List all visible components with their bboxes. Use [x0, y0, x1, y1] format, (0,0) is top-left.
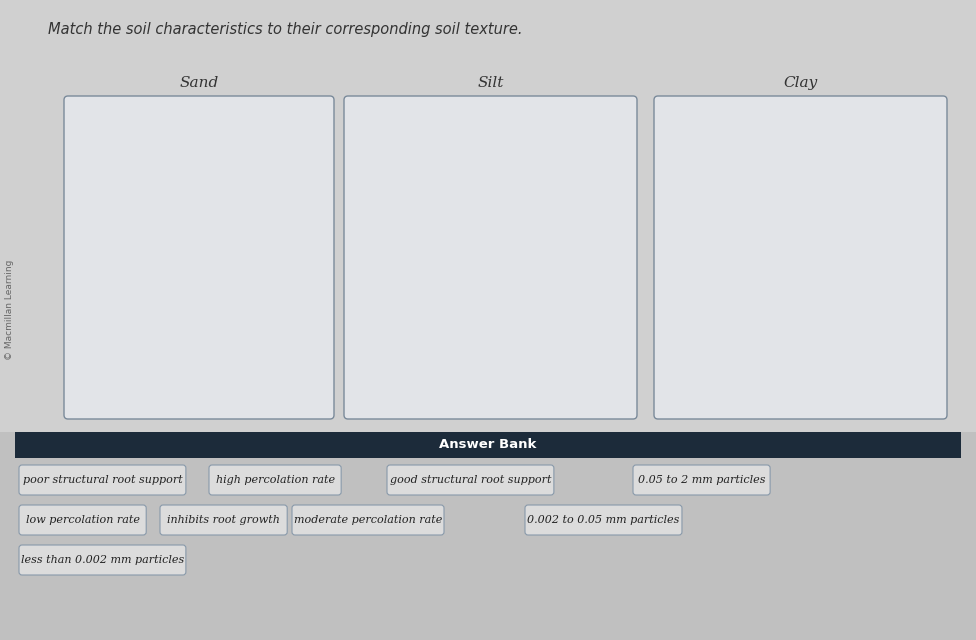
FancyBboxPatch shape — [344, 96, 637, 419]
FancyBboxPatch shape — [64, 96, 334, 419]
Text: Answer Bank: Answer Bank — [439, 438, 537, 451]
Text: poor structural root support: poor structural root support — [22, 475, 183, 485]
Text: Sand: Sand — [180, 76, 219, 90]
FancyBboxPatch shape — [387, 465, 554, 495]
Text: Clay: Clay — [784, 76, 818, 90]
FancyBboxPatch shape — [292, 505, 444, 535]
FancyBboxPatch shape — [633, 465, 770, 495]
Text: inhibits root growth: inhibits root growth — [167, 515, 280, 525]
Text: good structural root support: good structural root support — [389, 475, 551, 485]
FancyBboxPatch shape — [160, 505, 287, 535]
Text: high percolation rate: high percolation rate — [216, 475, 335, 485]
Bar — [0, 432, 976, 640]
Bar — [15, 432, 961, 458]
Text: 0.05 to 2 mm particles: 0.05 to 2 mm particles — [637, 475, 765, 485]
FancyBboxPatch shape — [19, 545, 185, 575]
Text: moderate percolation rate: moderate percolation rate — [294, 515, 442, 525]
Text: © Macmillan Learning: © Macmillan Learning — [6, 260, 15, 360]
FancyBboxPatch shape — [19, 465, 185, 495]
FancyBboxPatch shape — [525, 505, 682, 535]
FancyBboxPatch shape — [19, 505, 146, 535]
Text: 0.002 to 0.05 mm particles: 0.002 to 0.05 mm particles — [527, 515, 679, 525]
Text: less than 0.002 mm particles: less than 0.002 mm particles — [20, 555, 184, 565]
FancyBboxPatch shape — [654, 96, 947, 419]
Text: low percolation rate: low percolation rate — [25, 515, 140, 525]
Text: Match the soil characteristics to their corresponding soil texture.: Match the soil characteristics to their … — [48, 22, 522, 37]
FancyBboxPatch shape — [209, 465, 342, 495]
Text: Silt: Silt — [477, 76, 504, 90]
